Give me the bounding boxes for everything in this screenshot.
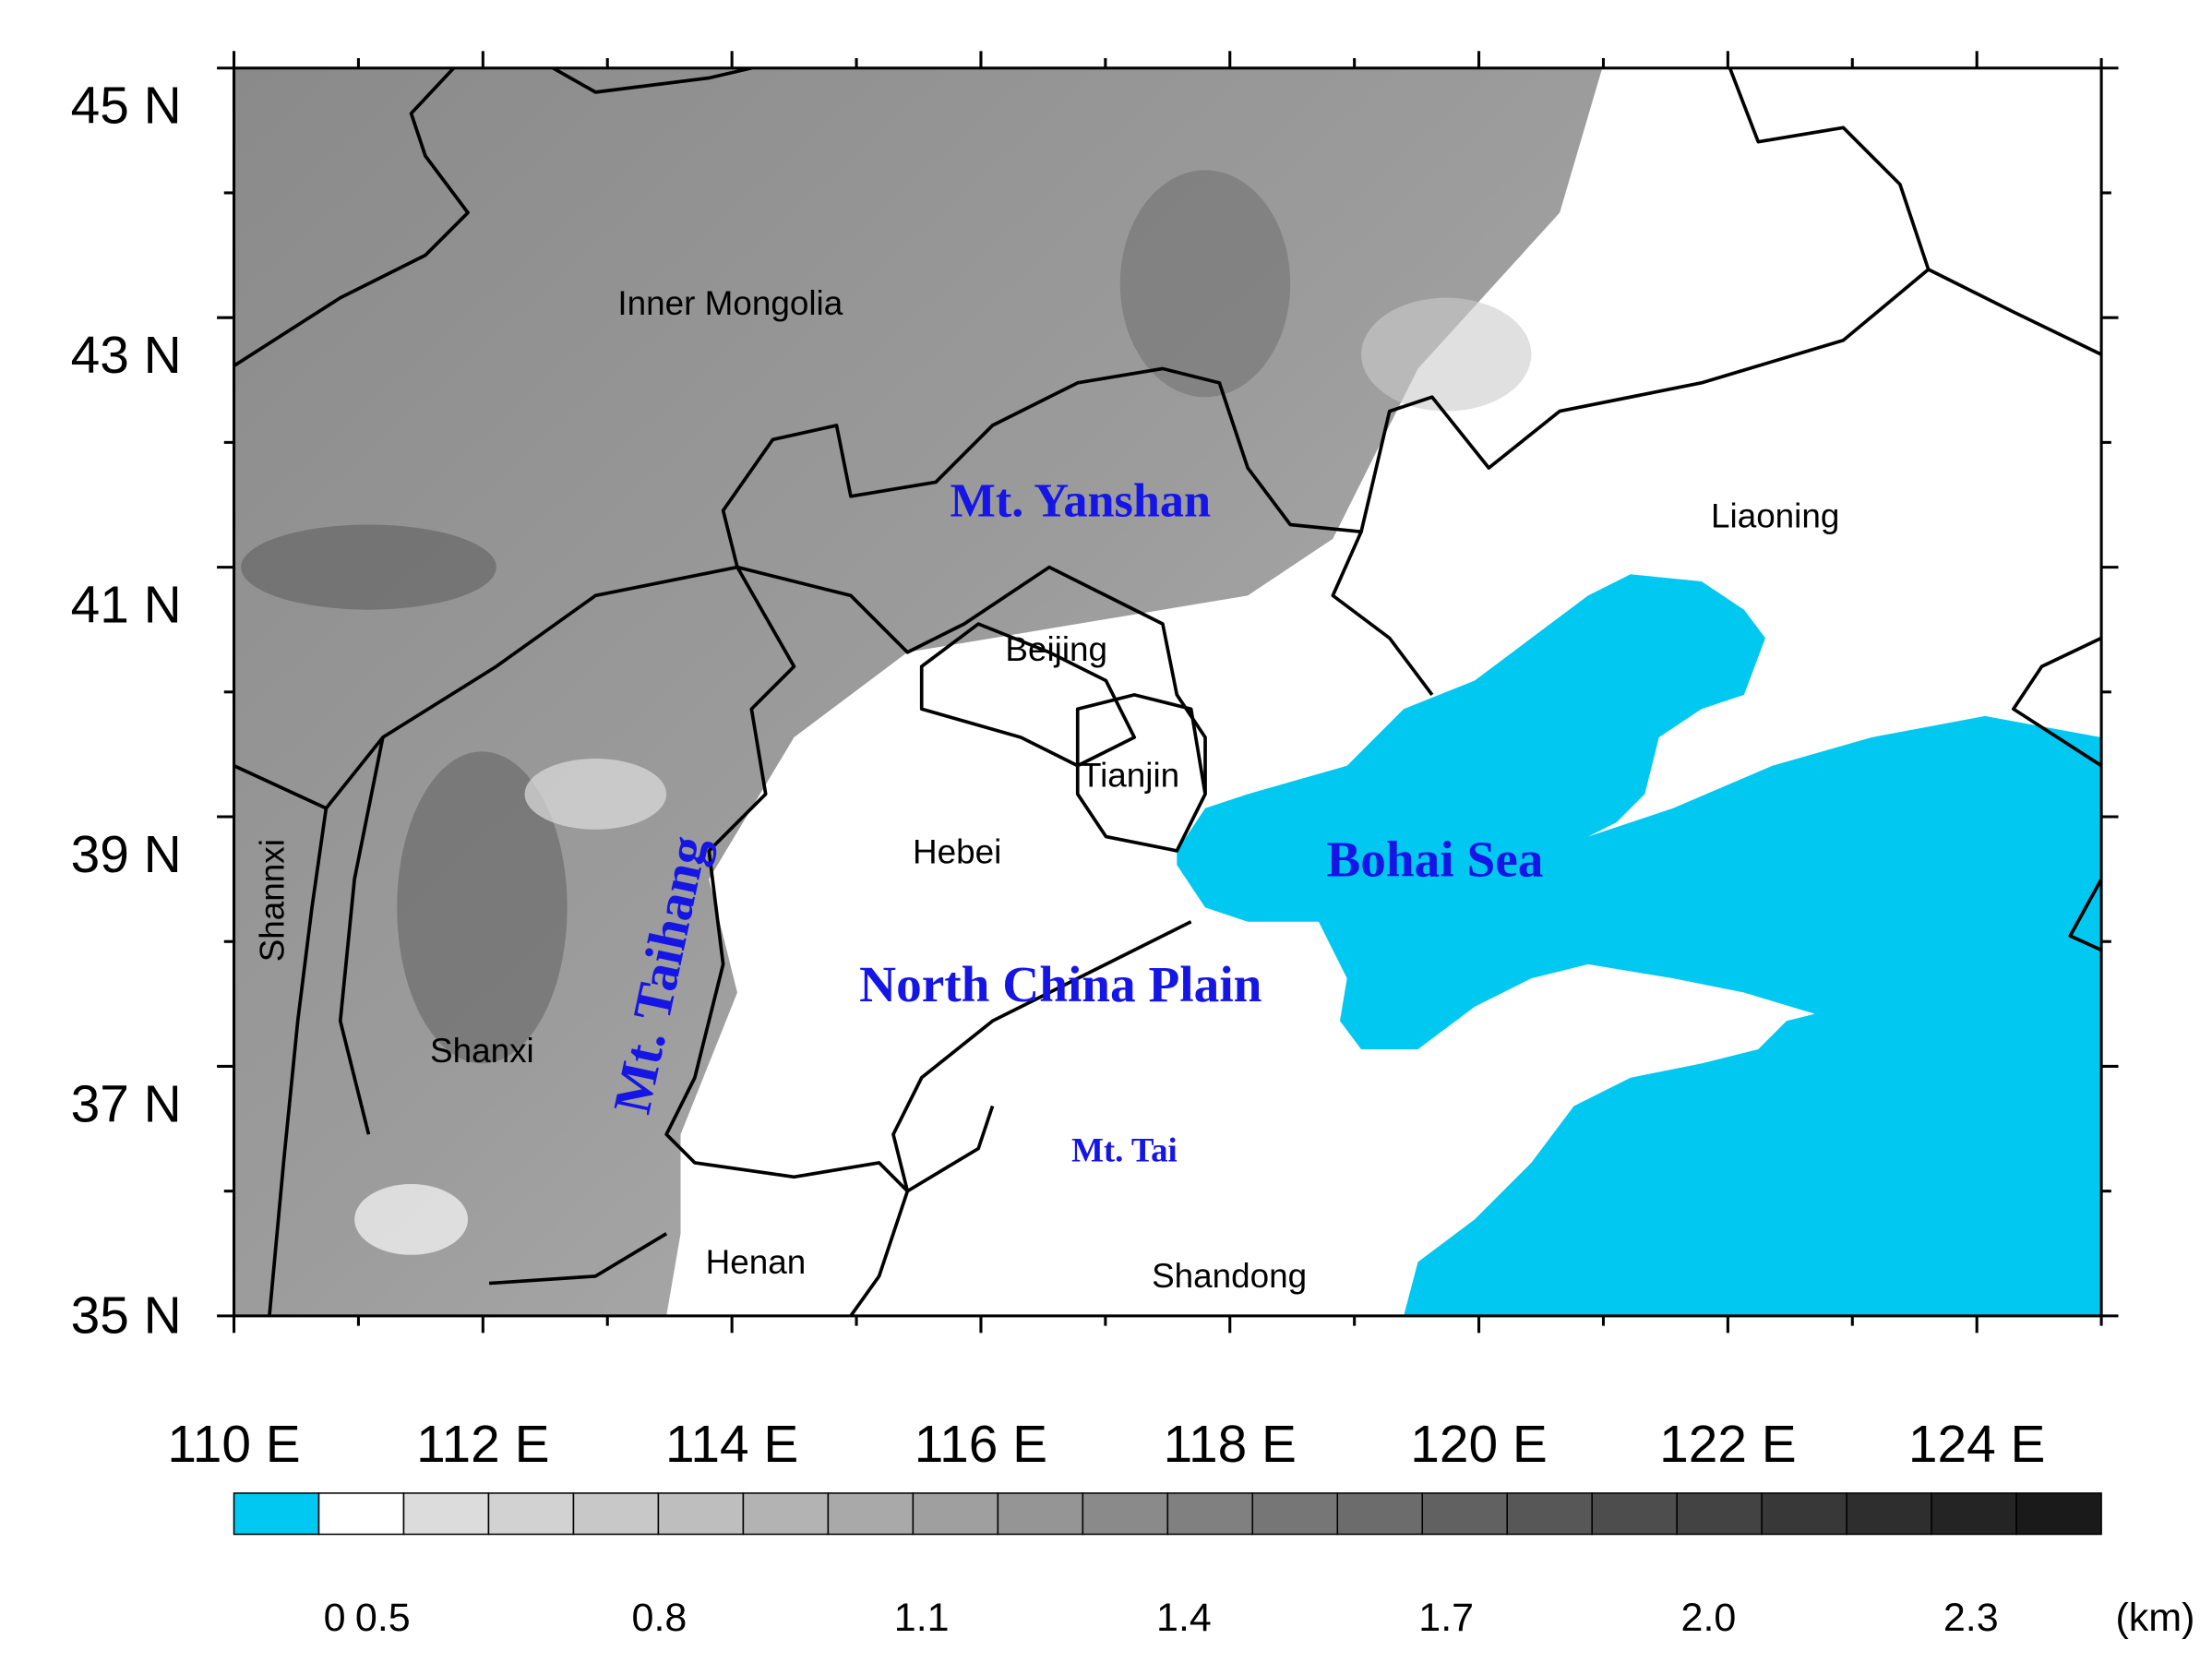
place-label: Beijing [1005,630,1107,668]
lat-label: 37 N [71,1075,182,1133]
colorbar-box [2015,1492,2102,1536]
colorbar-label: 0.8 [632,1596,688,1640]
lon-label: 114 E [665,1416,798,1474]
colorbar-unit: (km) [2115,1596,2194,1640]
colorbar-box [1676,1492,1763,1536]
colorbar-box [1336,1492,1424,1536]
lat-label: 43 N [71,327,182,385]
colorbar-box [1251,1492,1339,1536]
lon-label: 110 E [167,1416,300,1474]
feature-label: Mt. Yanshan [951,473,1212,527]
colorbar-box [572,1492,660,1536]
lon-label: 118 E [1164,1416,1297,1474]
feature-label: Bohai Sea [1326,832,1543,888]
lon-label: 112 E [416,1416,549,1474]
lon-label: 124 E [1908,1416,2046,1474]
colorbar-box [1931,1492,2017,1536]
lat-label: 35 N [71,1286,182,1345]
colorbar-box [487,1492,575,1536]
colorbar-label: 1.1 [894,1596,950,1640]
colorbar-box [827,1492,915,1536]
place-label: Shandong [1152,1257,1307,1295]
feature-label: Mt. Tai [1071,1131,1178,1168]
colorbar-box [912,1492,999,1536]
colorbar-box [1166,1492,1254,1536]
lat-label: 39 N [71,826,182,884]
colorbar-box [1506,1492,1593,1536]
place-label: Shanxi [430,1032,534,1070]
place-label: Henan [706,1243,807,1281]
place-label: Inner Mongolia [617,284,843,322]
colorbar-box [1421,1492,1508,1536]
lon-label: 116 E [915,1416,1047,1474]
lon-label: 120 E [1410,1416,1548,1474]
colorbar-box [742,1492,830,1536]
colorbar-box [1761,1492,1847,1536]
feature-label: North China Plain [859,956,1261,1012]
colorbar-box [997,1492,1084,1536]
colorbar-label: 2.3 [1943,1596,1999,1640]
lat-label: 45 N [71,78,182,136]
colorbar-box [657,1492,745,1536]
terrain [233,67,2102,1316]
colorbar-box [317,1492,405,1536]
colorbar-box [233,1492,320,1536]
place-label: Shannxi [253,839,291,962]
lon-label: 122 E [1659,1416,1797,1474]
place-label: Hebei [913,833,1001,871]
colorbar-box [1591,1492,1678,1536]
lat-label: 41 N [71,577,182,635]
colorbar-label: 0 [324,1596,346,1640]
colorbar-label: 1.7 [1418,1596,1474,1640]
colorbar-box [1082,1492,1169,1536]
colorbar-label: 1.4 [1156,1596,1212,1640]
colorbar-label: 0.5 [355,1596,411,1640]
colorbar-label: 2.0 [1681,1596,1737,1640]
colorbar-box [1846,1492,1932,1536]
colorbar-box [402,1492,490,1536]
place-label: Liaoning [1711,497,1839,535]
place-label: Tianjin [1081,757,1179,795]
